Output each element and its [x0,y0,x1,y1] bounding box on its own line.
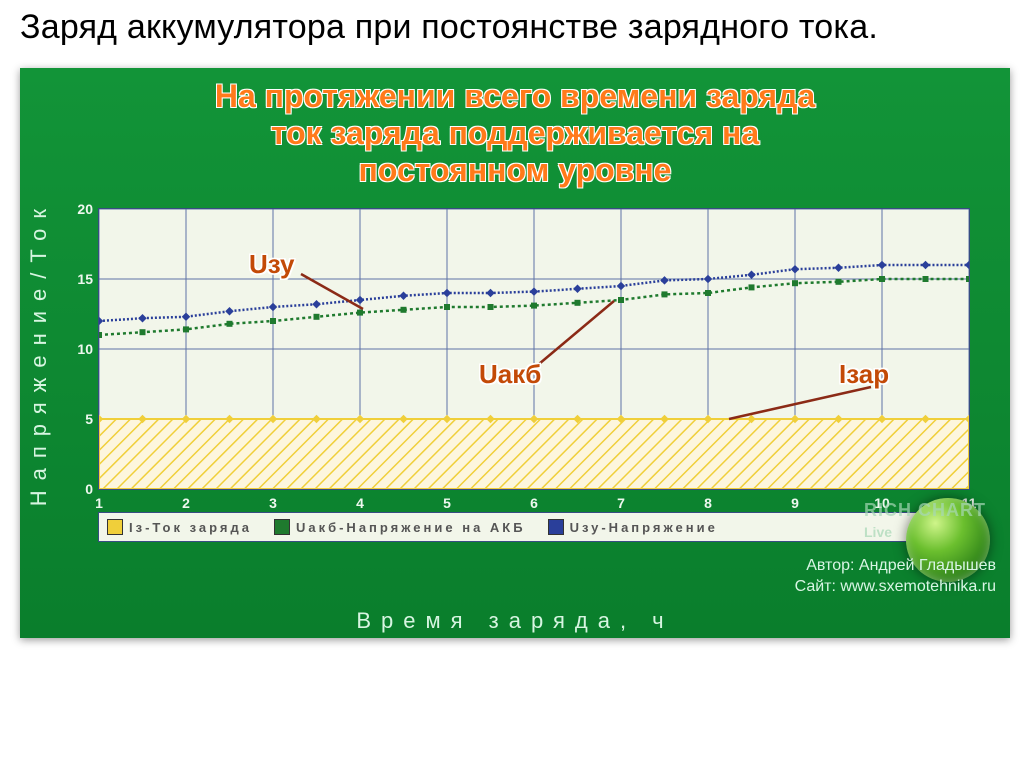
credit-author-label: Автор: [806,557,854,574]
page-root: Заряд аккумулятора при постоянстве заряд… [0,0,1024,767]
legend-item-uzu: Uзу-Напряжение [548,519,718,535]
series-label-uzu: Uзу [249,249,295,280]
y-tick: 15 [77,271,93,287]
credit-author-name: Андрей Гладышев [859,557,996,574]
x-tick: 2 [182,495,190,511]
x-tick: 5 [443,495,451,511]
legend-swatch-izar [107,519,123,535]
chart-title-line-2: ток заряда поддерживается на [271,115,759,151]
x-tick: 1 [95,495,103,511]
legend-label-uzu: Uзу-Напряжение [570,520,718,535]
credit-site: Сайт: www.sxemotehnika.ru [795,577,996,598]
y-axis-label-text: Напряжение/Ток [26,199,52,506]
legend: Iз-Ток заряда Uакб-Напряжение на АКБ Uзу… [98,512,968,542]
page-title: Заряд аккумулятора при постоянстве заряд… [20,8,1014,47]
series-izar [99,419,969,489]
watermark-line1: RICH CHART [864,500,986,520]
plot-area: 051015201234567891011UзуUакбIзар [98,208,970,490]
series-label-uakb: Uакб [479,359,541,390]
credit-site-label: Сайт: [795,578,836,595]
legend-item-uakb: Uакб-Напряжение на АКБ [274,519,526,535]
credit-site-url: www.sxemotehnika.ru [840,578,996,595]
chart-title-line-1: На протяжении всего времени заряда [215,78,815,114]
x-tick: 6 [530,495,538,511]
y-tick: 20 [77,201,93,217]
x-tick: 7 [617,495,625,511]
chart-frame: На протяжении всего времени заряда ток з… [20,68,1010,638]
watermark-line2: Live [864,524,892,540]
chart-svg [99,209,969,489]
credits: Автор: Андрей Гладышев Сайт: www.sxemote… [795,556,996,598]
y-tick: 0 [85,481,93,497]
y-tick: 5 [85,411,93,427]
legend-label-izar: Iз-Ток заряда [129,520,252,535]
chart-title: На протяжении всего времени заряда ток з… [20,78,1010,188]
credit-author: Автор: Андрей Гладышев [795,556,996,577]
watermark: RICH CHART Live [864,500,986,542]
chart-title-line-3: постоянном уровне [359,152,672,188]
legend-label-uakb: Uакб-Напряжение на АКБ [296,520,526,535]
series-label-izar: Iзар [839,359,889,390]
x-axis-label: Время заряда, ч [20,608,1010,634]
legend-swatch-uakb [274,519,290,535]
legend-item-izar: Iз-Ток заряда [107,519,252,535]
x-tick: 4 [356,495,364,511]
legend-swatch-uzu [548,519,564,535]
y-tick: 10 [77,341,93,357]
x-tick: 8 [704,495,712,511]
x-tick: 3 [269,495,277,511]
x-tick: 9 [791,495,799,511]
y-axis-label: Напряжение/Ток [26,68,52,638]
